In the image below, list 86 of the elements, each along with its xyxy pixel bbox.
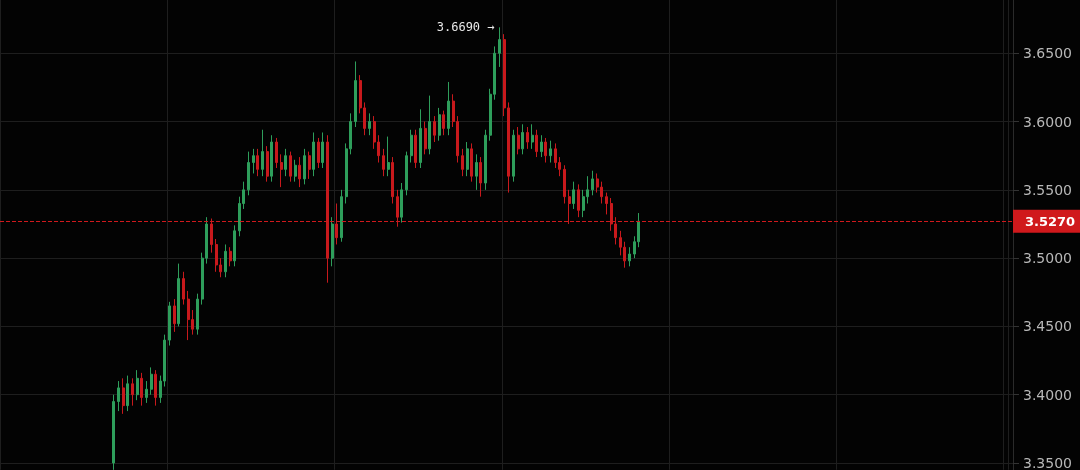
- candlestick: [145, 380, 148, 404]
- candlestick: [126, 375, 129, 412]
- candlestick: [410, 129, 413, 164]
- candlestick: [266, 145, 269, 183]
- candlestick: [424, 121, 427, 155]
- candlestick: [628, 246, 631, 267]
- candlestick: [414, 129, 417, 169]
- candlestick: [215, 238, 218, 273]
- candlestick: [391, 156, 394, 204]
- candlestick: [270, 134, 273, 183]
- candlestick: [442, 110, 445, 136]
- candlestick: [289, 151, 292, 183]
- candlestick: [479, 156, 482, 198]
- candlestick: [433, 115, 436, 143]
- candlestick: [298, 156, 301, 188]
- candlestick: [591, 170, 594, 196]
- candlestick: [563, 164, 566, 204]
- candlestick: [275, 137, 278, 169]
- candlestick: [549, 140, 552, 164]
- candlestick: [182, 271, 185, 306]
- candlestick: [531, 123, 534, 150]
- candlestick: [461, 148, 464, 177]
- candlestick: [187, 290, 190, 341]
- candlestick: [484, 129, 487, 191]
- candlestick: [280, 153, 283, 188]
- candlestick: [303, 148, 306, 185]
- candlestick: [112, 394, 115, 470]
- y-tick-label: 3.4500: [1023, 318, 1072, 335]
- candlestick: [428, 95, 431, 155]
- candlestick: [284, 148, 287, 177]
- candlestick: [400, 182, 403, 224]
- candlestick: [117, 380, 120, 412]
- candlestick: [405, 151, 408, 196]
- candlestick: [382, 148, 385, 177]
- y-tick-label: 3.3500: [1023, 455, 1072, 470]
- candlestick: [294, 159, 297, 183]
- candlestick: [368, 112, 371, 136]
- candlestick: [331, 216, 334, 267]
- candlestick: [252, 148, 255, 174]
- candlestick: [154, 369, 157, 407]
- annotation: 3.6690 →: [436, 20, 495, 35]
- y-tick-label: 3.4000: [1023, 386, 1072, 403]
- candlestick: [521, 123, 524, 155]
- candlestick: [535, 129, 538, 158]
- candlestick: [526, 126, 529, 150]
- candlestick: [196, 293, 199, 336]
- candlestick: [466, 141, 469, 177]
- y-tick-label: 3.6000: [1023, 113, 1072, 130]
- candlestick: [168, 301, 171, 347]
- ref-line-label: 3.5270: [1025, 213, 1076, 229]
- candlestick: [308, 151, 311, 180]
- candlestick: [256, 148, 259, 177]
- candlestick: [354, 60, 357, 128]
- candlestick: [140, 372, 143, 407]
- candlestick: [498, 26, 501, 68]
- candlestick: [517, 126, 520, 155]
- candlestick: [312, 131, 315, 177]
- y-tick-label: 3.5500: [1023, 181, 1072, 198]
- candlestick: [321, 131, 324, 169]
- candlestick: [177, 263, 180, 327]
- candlestick: [340, 189, 343, 243]
- candlestick: [229, 246, 232, 267]
- candlestick: [447, 81, 450, 136]
- candlestick: [247, 151, 250, 196]
- candlestick: [577, 183, 580, 218]
- candlestick: [572, 181, 575, 210]
- candlestick: [131, 377, 134, 407]
- candlestick: [233, 224, 236, 267]
- candlestick: [387, 136, 390, 177]
- candlestick: [475, 153, 478, 191]
- candlestick: [605, 192, 608, 215]
- candlestick: [544, 137, 547, 164]
- candlestick: [419, 108, 422, 169]
- candlestick: [136, 369, 139, 401]
- candlestick: [224, 243, 227, 278]
- candlestick: [438, 107, 441, 142]
- candlestick: [317, 137, 320, 169]
- candlestick: [470, 142, 473, 183]
- y-tick-label: 3.5000: [1023, 250, 1072, 267]
- candlestick: [540, 134, 543, 158]
- candlestick: [150, 366, 153, 396]
- candlestick: [512, 129, 515, 183]
- candlestick: [261, 129, 264, 177]
- y-tick-label: 3.6500: [1023, 45, 1072, 62]
- candlestick: [173, 298, 176, 333]
- candlestick: [122, 377, 125, 415]
